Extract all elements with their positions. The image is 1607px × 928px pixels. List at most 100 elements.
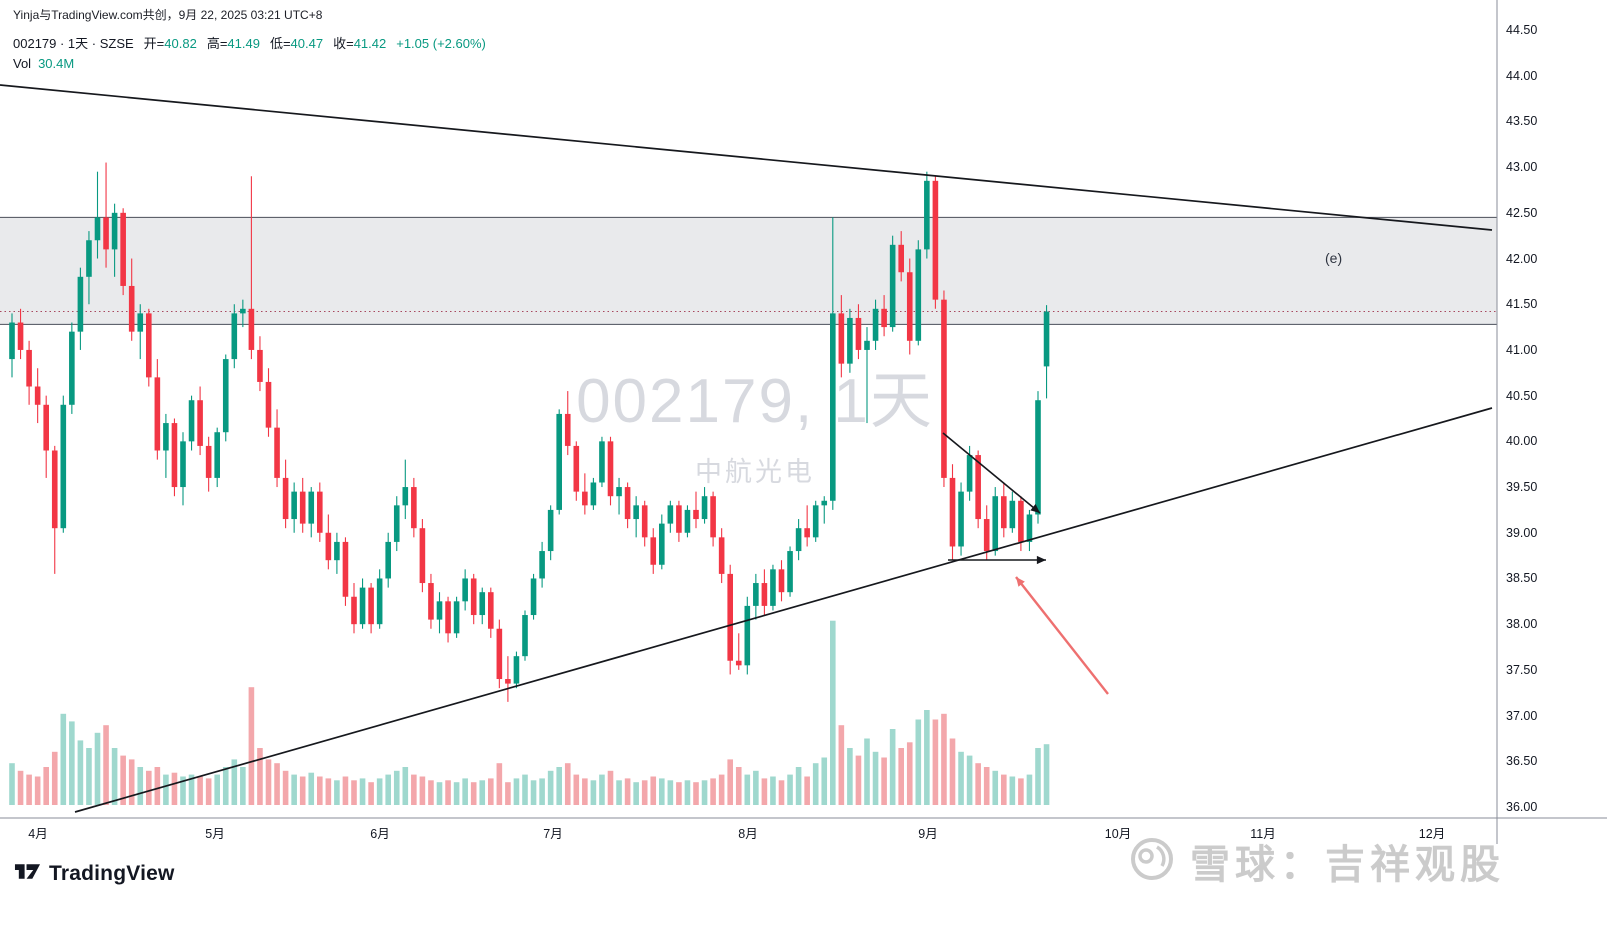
candle[interactable] bbox=[667, 505, 674, 524]
candle[interactable] bbox=[975, 455, 981, 520]
candle[interactable] bbox=[43, 404, 49, 451]
candle[interactable] bbox=[735, 660, 742, 666]
candle[interactable] bbox=[1035, 400, 1041, 515]
candle[interactable] bbox=[385, 541, 391, 579]
candle[interactable] bbox=[334, 541, 340, 561]
tradingview-attribution[interactable]: TradingView bbox=[14, 860, 175, 888]
candle[interactable] bbox=[411, 487, 417, 529]
candle[interactable] bbox=[180, 441, 186, 488]
candle[interactable] bbox=[299, 491, 306, 524]
candle[interactable] bbox=[1009, 500, 1016, 529]
candle[interactable] bbox=[120, 212, 126, 286]
candle[interactable] bbox=[188, 400, 195, 442]
candle[interactable] bbox=[812, 505, 819, 538]
candle[interactable] bbox=[86, 240, 92, 277]
candle[interactable] bbox=[881, 308, 887, 328]
candle[interactable] bbox=[761, 583, 768, 606]
candle[interactable] bbox=[889, 244, 896, 328]
candle[interactable] bbox=[821, 500, 828, 506]
candle[interactable] bbox=[462, 578, 468, 602]
candle[interactable] bbox=[69, 331, 75, 405]
time-axis[interactable]: 4月 5月 6月 7月 8月 9月 10月 11月 12月 bbox=[0, 818, 1607, 844]
candle[interactable] bbox=[830, 313, 836, 501]
candle[interactable] bbox=[9, 322, 15, 360]
candle[interactable] bbox=[778, 569, 785, 593]
candle[interactable] bbox=[616, 487, 622, 497]
candle[interactable] bbox=[351, 596, 357, 625]
candle[interactable] bbox=[479, 592, 486, 616]
candle[interactable] bbox=[470, 578, 477, 616]
candle[interactable] bbox=[932, 180, 939, 300]
candle[interactable] bbox=[547, 509, 554, 552]
candle[interactable] bbox=[701, 496, 708, 520]
candle[interactable] bbox=[308, 491, 315, 524]
candle[interactable] bbox=[214, 432, 220, 478]
candle[interactable] bbox=[17, 322, 24, 350]
candle[interactable] bbox=[710, 496, 716, 538]
candle[interactable] bbox=[530, 578, 537, 616]
candle[interactable] bbox=[582, 491, 588, 506]
candle[interactable] bbox=[231, 313, 238, 360]
candle[interactable] bbox=[838, 313, 845, 364]
candle[interactable] bbox=[325, 532, 332, 561]
candle[interactable] bbox=[171, 423, 178, 488]
candle[interactable] bbox=[240, 308, 246, 314]
candle[interactable] bbox=[633, 505, 639, 520]
candle[interactable] bbox=[607, 441, 614, 497]
candle[interactable] bbox=[146, 313, 152, 378]
candle[interactable] bbox=[282, 477, 289, 520]
candle[interactable] bbox=[376, 578, 383, 625]
candle[interactable] bbox=[496, 628, 503, 680]
candle[interactable] bbox=[872, 308, 879, 341]
upper-trendline[interactable] bbox=[0, 84, 1493, 231]
candle[interactable] bbox=[197, 400, 203, 446]
lower-trendline[interactable] bbox=[74, 407, 1493, 813]
candle[interactable] bbox=[744, 605, 751, 666]
candle[interactable] bbox=[992, 496, 999, 552]
candle[interactable] bbox=[770, 569, 776, 606]
candle[interactable] bbox=[51, 450, 58, 529]
candle[interactable] bbox=[915, 249, 922, 341]
candle[interactable] bbox=[248, 308, 255, 350]
candle[interactable] bbox=[539, 551, 545, 579]
price-axis[interactable]: 44.50 44.00 43.50 43.00 42.50 42.00 41.50 41.00… bbox=[1497, 0, 1607, 845]
candle[interactable] bbox=[564, 413, 571, 446]
candle[interactable] bbox=[222, 359, 229, 433]
candle[interactable] bbox=[1001, 496, 1007, 529]
candle[interactable] bbox=[488, 592, 494, 629]
symbol-title[interactable]: 002179 · 1天 · SZSE bbox=[13, 36, 134, 51]
candle[interactable] bbox=[676, 505, 682, 533]
candle[interactable] bbox=[257, 349, 263, 382]
candle[interactable] bbox=[1026, 514, 1033, 542]
tradingview-brand-text[interactable]: TradingView bbox=[49, 862, 175, 885]
candle[interactable] bbox=[983, 519, 990, 552]
candle[interactable] bbox=[556, 413, 562, 510]
candle[interactable] bbox=[342, 541, 349, 597]
candle[interactable] bbox=[693, 509, 699, 520]
candle[interactable] bbox=[590, 482, 597, 506]
candle[interactable] bbox=[393, 505, 400, 542]
candle[interactable] bbox=[154, 377, 161, 451]
candle[interactable] bbox=[966, 455, 973, 492]
candle[interactable] bbox=[419, 528, 426, 584]
candle[interactable] bbox=[924, 180, 930, 250]
candle[interactable] bbox=[103, 217, 109, 250]
candle[interactable] bbox=[941, 299, 947, 478]
candle[interactable] bbox=[77, 276, 84, 332]
red-arrow[interactable] bbox=[1015, 576, 1109, 695]
candle[interactable] bbox=[513, 656, 520, 684]
candle[interactable] bbox=[522, 615, 528, 657]
candle[interactable] bbox=[505, 679, 511, 684]
candle[interactable] bbox=[137, 313, 144, 332]
candle[interactable] bbox=[795, 528, 802, 552]
candle[interactable] bbox=[949, 477, 956, 547]
candle[interactable] bbox=[718, 537, 725, 574]
candle[interactable] bbox=[573, 445, 580, 492]
candle[interactable] bbox=[898, 244, 904, 273]
candle[interactable] bbox=[847, 317, 853, 364]
candle[interactable] bbox=[26, 349, 32, 387]
candle[interactable] bbox=[804, 528, 810, 538]
candle[interactable] bbox=[428, 583, 434, 620]
candle[interactable] bbox=[402, 487, 409, 506]
candle[interactable] bbox=[205, 445, 212, 478]
